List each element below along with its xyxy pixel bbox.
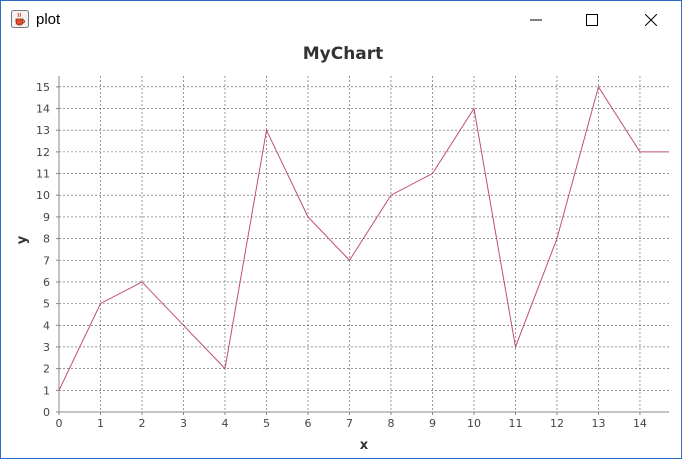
y-tick-label: 2: [43, 363, 50, 376]
x-tick-label: 4: [221, 417, 228, 430]
y-tick-label: 1: [43, 384, 50, 397]
x-tick-label: 10: [467, 417, 481, 430]
close-button[interactable]: [628, 1, 674, 38]
chart-panel: MyChart 0 1 2 3 4 5 6 7 8 9 10 11 12 13 14 0 1 2 3 4 5 6 7 8 9 10…: [1, 38, 681, 458]
y-tick-label: 10: [36, 189, 50, 202]
line-chart: MyChart 0 1 2 3 4 5 6 7 8 9 10 11 12 13 14012345678910…: [15, 44, 669, 453]
y-tick-label: 3: [43, 341, 50, 354]
x-tick-label: 8: [387, 417, 394, 430]
y-tick-label: 14: [36, 103, 50, 116]
x-tick-label: 2: [138, 417, 145, 430]
x-axis-label: x: [360, 438, 369, 453]
series-layer: [58, 85, 669, 391]
window-title: plot: [36, 11, 61, 28]
maximize-button[interactable]: [569, 1, 615, 38]
x-tick-label: 1: [97, 417, 104, 430]
x-tick-label: 5: [263, 417, 270, 430]
y-tick-label: 8: [43, 233, 50, 246]
x-tick-label: 3: [180, 417, 187, 430]
close-icon: [645, 13, 657, 26]
y-axis-label: y: [15, 235, 30, 244]
x-tick-label: 7: [346, 417, 353, 430]
y-tick-label: 6: [43, 276, 50, 289]
x-tick-label: 13: [591, 417, 605, 430]
y-tick-label: 12: [36, 146, 50, 159]
x-tick-label: 14: [633, 417, 647, 430]
y-tick-label: 0: [43, 406, 50, 419]
axis-layer: [56, 76, 669, 415]
tick-labels: 0 1 2 3 4 5 6 7 8 9 10 11 12 13 1401234567891011121314…: [36, 81, 647, 430]
x-tick-label: 9: [429, 417, 436, 430]
chart-title: MyChart: [303, 44, 384, 64]
y-tick-label: 7: [43, 254, 50, 267]
y-tick-label: 9: [43, 211, 50, 224]
maximize-icon: [586, 13, 598, 26]
x-tick-label: 0: [56, 417, 63, 430]
y-tick-label: 4: [43, 319, 50, 332]
x-tick-label: 11: [508, 417, 522, 430]
minimize-icon: [530, 19, 542, 20]
y-tick-label: 15: [36, 81, 50, 94]
x-tick-label: 6: [304, 417, 311, 430]
y-tick-label: 11: [36, 168, 50, 181]
minimize-button[interactable]: [513, 1, 559, 38]
y-tick-label: 5: [43, 298, 50, 311]
grid-layer: [58, 76, 669, 413]
x-tick-label: 12: [550, 417, 564, 430]
series-line: [58, 85, 669, 391]
y-tick-label: 13: [36, 124, 50, 137]
java-cup-icon[interactable]: [11, 10, 29, 28]
title-bar[interactable]: plot: [1, 1, 681, 38]
